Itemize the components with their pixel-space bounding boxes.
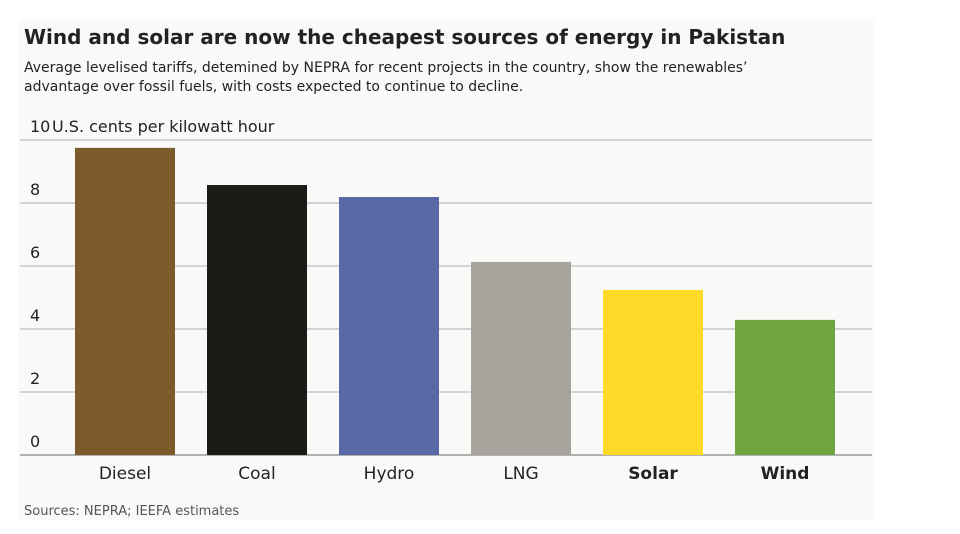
x-tick-label: Coal bbox=[238, 464, 275, 484]
bar bbox=[75, 147, 175, 455]
y-tick-label: 6 bbox=[30, 243, 40, 262]
chart-subtitle: Average levelised tariffs, detemined by … bbox=[24, 60, 748, 76]
chart-title: Wind and solar are now the cheapest sour… bbox=[24, 25, 785, 49]
x-tick-label: LNG bbox=[503, 464, 538, 484]
y-tick-label: 8 bbox=[30, 180, 40, 199]
bar bbox=[471, 261, 571, 455]
chart-subtitle: advantage over fossil fuels, with costs … bbox=[24, 79, 523, 95]
bar bbox=[339, 197, 439, 455]
x-tick-label: Diesel bbox=[99, 464, 151, 484]
y-tick-label: 4 bbox=[30, 306, 40, 325]
x-tick-label: Solar bbox=[628, 464, 678, 484]
bar bbox=[207, 185, 307, 456]
bar bbox=[603, 289, 703, 455]
x-tick-label: Wind bbox=[761, 464, 810, 484]
bar bbox=[735, 319, 835, 455]
y-axis-label: U.S. cents per kilowatt hour bbox=[52, 117, 275, 136]
y-tick-label: 10 bbox=[30, 117, 50, 136]
source-note: Sources: NEPRA; IEEFA estimates bbox=[24, 504, 239, 519]
x-tick-label: Hydro bbox=[364, 464, 415, 484]
y-tick-label: 0 bbox=[30, 432, 40, 451]
y-tick-label: 2 bbox=[30, 369, 40, 388]
